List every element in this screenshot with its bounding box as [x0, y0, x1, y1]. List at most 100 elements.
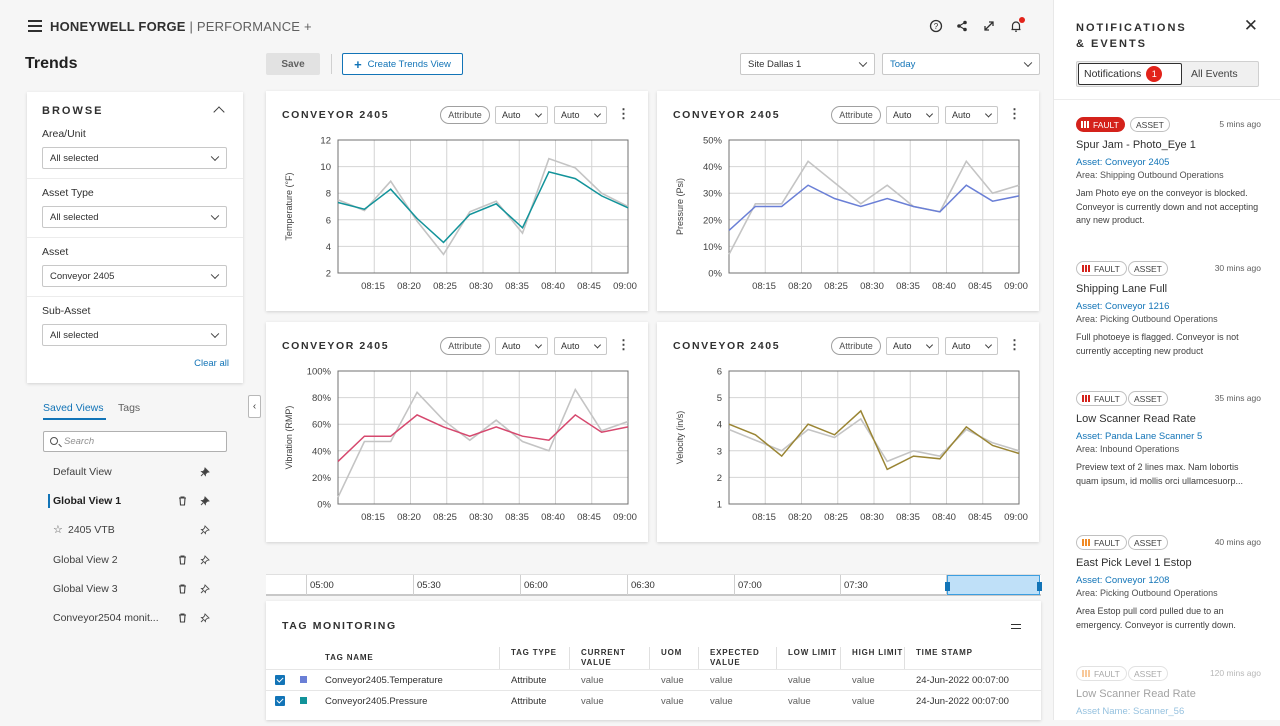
tab-saved-views[interactable]: Saved Views — [43, 402, 104, 414]
help-icon[interactable]: ? — [926, 16, 946, 36]
saved-view-label: Global View 3 — [53, 583, 118, 595]
column-divider — [569, 647, 570, 669]
filter-select-asset[interactable]: Conveyor 2405 — [42, 265, 227, 287]
timeline-label: 07:00 — [738, 580, 762, 591]
scale-select[interactable]: Auto — [886, 106, 939, 124]
clear-all-link[interactable]: Clear all — [194, 358, 229, 369]
interval-select[interactable]: Auto — [554, 106, 607, 124]
date-range-select[interactable]: Today — [882, 53, 1040, 75]
pin-icon[interactable] — [200, 613, 210, 626]
chevron-left-icon: ‹ — [252, 401, 257, 412]
filter-select-sub-asset[interactable]: All selected — [42, 324, 227, 346]
x-tick-label: 08:40 — [541, 512, 565, 523]
column-header[interactable]: TIME STAMP — [916, 648, 973, 657]
column-header[interactable]: TAG TYPE — [511, 648, 557, 657]
filter-select-asset-type[interactable]: All selected — [42, 206, 227, 228]
column-header[interactable]: LOW LIMIT — [788, 648, 837, 657]
menu-lines-icon[interactable] — [1011, 624, 1021, 629]
trash-icon[interactable] — [178, 555, 187, 568]
interval-select[interactable]: Auto — [554, 337, 607, 355]
scale-select-value: Auto — [893, 341, 912, 351]
row-checkbox[interactable] — [275, 675, 285, 685]
notification-count-badge: 1 — [1146, 66, 1163, 82]
site-select[interactable]: Site Dallas 1 — [740, 53, 875, 75]
saved-view-item[interactable]: Global View 3 — [43, 583, 223, 597]
saved-view-item[interactable]: Global View 1 — [43, 494, 223, 509]
trash-icon[interactable] — [178, 496, 187, 509]
column-header[interactable]: EXPECTED VALUE — [710, 648, 760, 667]
tag-monitoring-title: TAG MONITORING — [282, 620, 397, 632]
filter-select-area-unit[interactable]: All selected — [42, 147, 227, 169]
scale-select-value: Auto — [893, 110, 912, 120]
plot-border — [728, 139, 1020, 274]
notification-title: Spur Jam - Photo_Eye 1 — [1076, 139, 1196, 151]
star-icon[interactable]: ☆ — [53, 524, 63, 536]
asset-link[interactable]: Asset: Panda Lane Scanner 5 — [1076, 431, 1203, 442]
table-row[interactable]: Conveyor2405.Temperature Attribute value va… — [266, 669, 1041, 690]
row-checkbox[interactable] — [275, 696, 285, 706]
pin-icon[interactable] — [200, 555, 210, 568]
timeline-handle-right[interactable] — [1037, 582, 1042, 591]
scale-select[interactable]: Auto — [495, 106, 548, 124]
notification-item[interactable]: FAULT ASSET 5 mins ago Spur Jam - Photo_Eye… — [1076, 117, 1261, 237]
menu-icon[interactable] — [28, 20, 42, 32]
y-tick-label: 2 — [326, 269, 331, 280]
tab-all-events[interactable]: All Events — [1191, 68, 1238, 80]
chevron-up-icon[interactable] — [213, 106, 225, 118]
scale-select[interactable]: Auto — [495, 337, 548, 355]
bell-icon[interactable] — [1006, 16, 1026, 36]
pin-icon[interactable] — [200, 584, 210, 597]
attribute-toggle[interactable]: Attribute — [831, 106, 881, 124]
notification-item[interactable]: FAULT ASSET 120 mins ago Low Scanner Read R… — [1076, 666, 1261, 726]
more-options-icon[interactable]: ⋮ — [617, 106, 630, 121]
column-header[interactable]: CURRENT VALUE — [581, 648, 626, 667]
collapse-panel-button[interactable]: ‹ — [248, 395, 261, 418]
attribute-toggle[interactable]: Attribute — [831, 337, 881, 355]
saved-view-label: Conveyor2504 monit... — [53, 612, 159, 624]
more-options-icon[interactable]: ⋮ — [1008, 337, 1021, 352]
attribute-toggle[interactable]: Attribute — [440, 106, 490, 124]
interval-select[interactable]: Auto — [945, 337, 998, 355]
saved-view-item[interactable]: Global View 2 — [43, 554, 223, 568]
timeline-handle-left[interactable] — [945, 582, 950, 591]
asset-link[interactable]: Asset: Conveyor 2405 — [1076, 157, 1170, 168]
more-options-icon[interactable]: ⋮ — [1008, 106, 1021, 121]
scale-select[interactable]: Auto — [886, 337, 939, 355]
saved-view-item[interactable]: Default View — [43, 466, 223, 480]
notification-item[interactable]: FAULT ASSET 35 mins ago Low Scanner Read Ra… — [1076, 391, 1261, 511]
share-icon[interactable] — [952, 16, 972, 36]
tab-tags[interactable]: Tags — [118, 402, 141, 414]
more-options-icon[interactable]: ⋮ — [617, 337, 630, 352]
search-input[interactable]: Search — [43, 431, 227, 452]
expand-icon[interactable] — [979, 16, 999, 36]
column-header[interactable]: UOM — [661, 648, 683, 657]
notification-item[interactable]: FAULT ASSET 40 mins ago East Pick Level 1 E… — [1076, 535, 1261, 655]
notification-item[interactable]: FAULT ASSET 30 mins ago Shipping Lane Full A… — [1076, 261, 1261, 381]
table-row[interactable]: Conveyor2405.Pressure Attribute value value… — [266, 690, 1041, 711]
pin-icon[interactable] — [200, 496, 210, 509]
saved-view-item[interactable]: 2405 VTB ☆ — [43, 524, 223, 538]
asset-link[interactable]: Asset: Conveyor 1216 — [1076, 301, 1170, 312]
asset-link[interactable]: Asset: Conveyor 1208 — [1076, 575, 1170, 586]
save-button[interactable]: Save — [266, 53, 320, 75]
saved-view-item[interactable]: Conveyor2504 monit... — [43, 612, 223, 626]
timeline-selection[interactable] — [945, 575, 1042, 595]
pin-icon[interactable] — [200, 525, 210, 538]
interval-select[interactable]: Auto — [945, 106, 998, 124]
create-trends-view-button[interactable]: + Create Trends View — [342, 53, 463, 75]
fault-badge: FAULT — [1076, 117, 1125, 132]
filter-value: All selected — [50, 152, 99, 164]
tab-notifications[interactable]: Notifications 1 — [1078, 63, 1182, 85]
pin-icon[interactable] — [200, 467, 210, 480]
column-header[interactable]: TAG NAME — [325, 653, 374, 662]
trash-icon[interactable] — [178, 584, 187, 597]
trash-icon[interactable] — [178, 613, 187, 626]
asset-link[interactable]: Asset Name: Scanner_56 — [1076, 706, 1185, 717]
column-header[interactable]: HIGH LIMIT — [852, 648, 904, 657]
severity-bars-icon — [1082, 265, 1090, 272]
table-cell: 24-Jun-2022 00:07:00 — [916, 696, 1009, 707]
y-tick-label: 5 — [717, 393, 722, 404]
close-icon[interactable]: ✕ — [1243, 16, 1258, 35]
attribute-toggle[interactable]: Attribute — [440, 337, 490, 355]
